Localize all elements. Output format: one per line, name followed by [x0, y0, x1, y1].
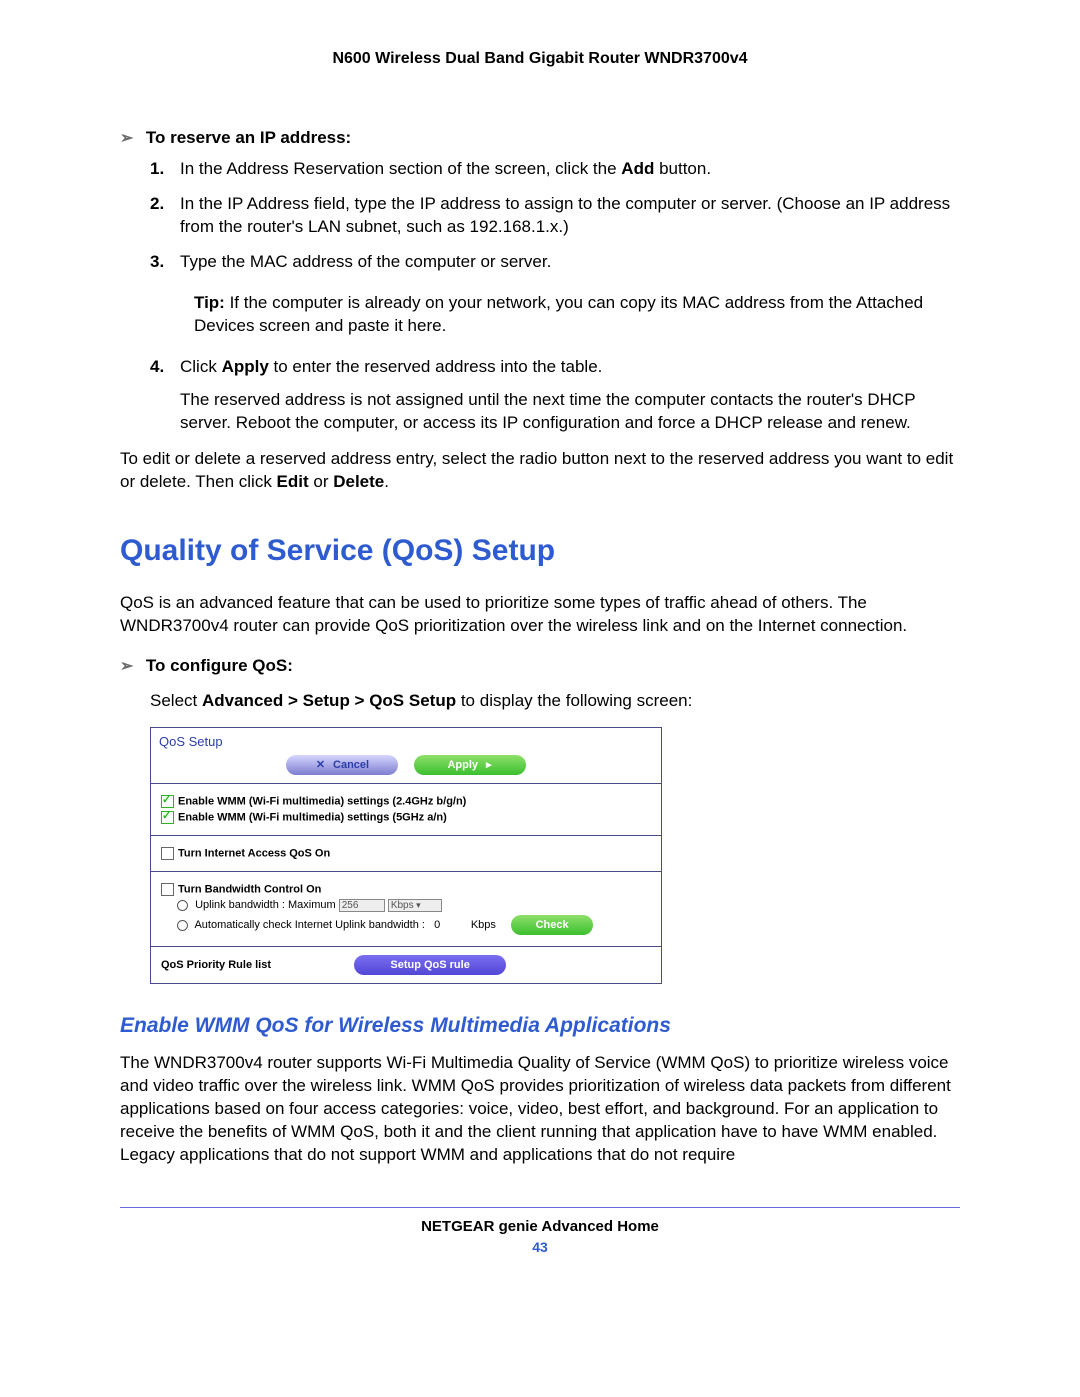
task-heading-label: To configure QoS:	[146, 656, 293, 675]
checkbox-empty-icon	[161, 847, 174, 860]
footer-rule	[120, 1207, 960, 1208]
tip-block: Tip: If the computer is already on your …	[194, 292, 960, 338]
para-text: To edit or delete a reserved address ent…	[120, 449, 953, 491]
para-bold: Advanced > Setup > QoS Setup	[202, 691, 456, 710]
apply-button[interactable]: Apply ▸	[414, 755, 526, 775]
tip-label: Tip:	[194, 293, 225, 312]
task-heading-label: To reserve an IP address:	[146, 128, 351, 147]
internet-qos-option[interactable]: Turn Internet Access QoS On	[161, 847, 651, 860]
wmm-24ghz-option[interactable]: Enable WMM (Wi-Fi multimedia) settings (…	[161, 795, 651, 808]
step-2: In the IP Address field, type the IP add…	[150, 193, 960, 239]
field-label: Uplink bandwidth : Maximum	[195, 899, 336, 911]
chevron-right-icon: ▸	[486, 759, 492, 771]
step-text: In the IP Address field, type the IP add…	[180, 194, 950, 236]
step-text: In the Address Reservation section of th…	[180, 159, 621, 178]
step-bold: Apply	[222, 357, 269, 376]
step-3: Type the MAC address of the computer or …	[150, 251, 960, 338]
doc-header: N600 Wireless Dual Band Gigabit Router W…	[120, 50, 960, 68]
step-1: In the Address Reservation section of th…	[150, 158, 960, 181]
radio-icon[interactable]	[177, 900, 188, 911]
check-button[interactable]: Check	[511, 915, 593, 935]
uplink-value-input[interactable]: 256	[339, 899, 385, 912]
subsection-title-wmm: Enable WMM QoS for Wireless Multimedia A…	[120, 1014, 960, 1038]
wmm-paragraph: The WNDR3700v4 router supports Wi-Fi Mul…	[120, 1052, 960, 1167]
option-label: Enable WMM (Wi-Fi multimedia) settings (…	[178, 812, 447, 824]
setup-qos-rule-button[interactable]: Setup QoS rule	[354, 955, 506, 975]
para-bold: Delete	[333, 472, 384, 491]
rule-list-label: QoS Priority Rule list	[161, 959, 271, 971]
uplink-bandwidth-row: Uplink bandwidth : Maximum 256 Kbps	[177, 899, 651, 912]
auto-check-row: Automatically check Internet Uplink band…	[177, 915, 651, 935]
button-label: Apply	[447, 759, 478, 771]
wmm-settings-block: Enable WMM (Wi-Fi multimedia) settings (…	[151, 783, 661, 835]
para-text: or	[309, 472, 334, 491]
internet-qos-block: Turn Internet Access QoS On	[151, 835, 661, 871]
step-text: to enter the reserved address into the t…	[269, 357, 603, 376]
para-text: to display the following screen:	[456, 691, 692, 710]
qos-intro-paragraph: QoS is an advanced feature that can be u…	[120, 592, 960, 638]
field-label: Automatically check Internet Uplink band…	[194, 919, 425, 931]
button-label: Cancel	[333, 759, 369, 771]
step-text: button.	[654, 159, 711, 178]
page-number: 43	[120, 1239, 960, 1255]
panel-title: QoS Setup	[151, 728, 661, 753]
qos-rule-row: QoS Priority Rule list Setup QoS rule	[151, 946, 661, 983]
auto-value: 0	[434, 919, 440, 931]
step-text: Click	[180, 357, 222, 376]
para-text: Select	[150, 691, 202, 710]
step-extra: The reserved address is not assigned unt…	[180, 389, 960, 435]
para-text: .	[384, 472, 389, 491]
checkbox-checked-icon	[161, 795, 174, 808]
task-reserve-ip-heading: ➢ To reserve an IP address:	[120, 128, 960, 148]
bandwidth-control-block: Turn Bandwidth Control On Uplink bandwid…	[151, 871, 661, 946]
panel-button-row: ✕ Cancel Apply ▸	[151, 753, 661, 783]
option-label: Turn Bandwidth Control On	[178, 884, 321, 896]
auto-unit: Kbps	[471, 919, 496, 931]
radio-icon[interactable]	[177, 920, 188, 931]
select-path-paragraph: Select Advanced > Setup > QoS Setup to d…	[150, 690, 960, 713]
option-label: Turn Internet Access QoS On	[178, 848, 330, 860]
checkbox-empty-icon	[161, 883, 174, 896]
step-text: Type the MAC address of the computer or …	[180, 252, 551, 271]
checkbox-checked-icon	[161, 811, 174, 824]
task-configure-qos-heading: ➢ To configure QoS:	[120, 656, 960, 676]
cancel-button[interactable]: ✕ Cancel	[286, 755, 398, 775]
bandwidth-control-option[interactable]: Turn Bandwidth Control On	[161, 883, 651, 896]
step-bold: Add	[621, 159, 654, 178]
steps-list: In the Address Reservation section of th…	[150, 158, 960, 434]
wmm-5ghz-option[interactable]: Enable WMM (Wi-Fi multimedia) settings (…	[161, 811, 651, 824]
edit-delete-paragraph: To edit or delete a reserved address ent…	[120, 448, 960, 494]
qos-setup-panel: QoS Setup ✕ Cancel Apply ▸ Enable WMM (Wi-…	[150, 727, 662, 984]
section-title-qos: Quality of Service (QoS) Setup	[120, 534, 960, 568]
para-bold: Edit	[277, 472, 309, 491]
tip-text: If the computer is already on your netwo…	[194, 293, 923, 335]
uplink-unit-select[interactable]: Kbps	[388, 899, 442, 912]
chevron-right-icon: ➢	[120, 658, 133, 675]
close-icon: ✕	[316, 759, 325, 771]
option-label: Enable WMM (Wi-Fi multimedia) settings (…	[178, 796, 466, 808]
step-4: Click Apply to enter the reserved addres…	[150, 356, 960, 435]
chevron-right-icon: ➢	[120, 130, 133, 147]
footer-text: NETGEAR genie Advanced Home	[120, 1218, 960, 1235]
